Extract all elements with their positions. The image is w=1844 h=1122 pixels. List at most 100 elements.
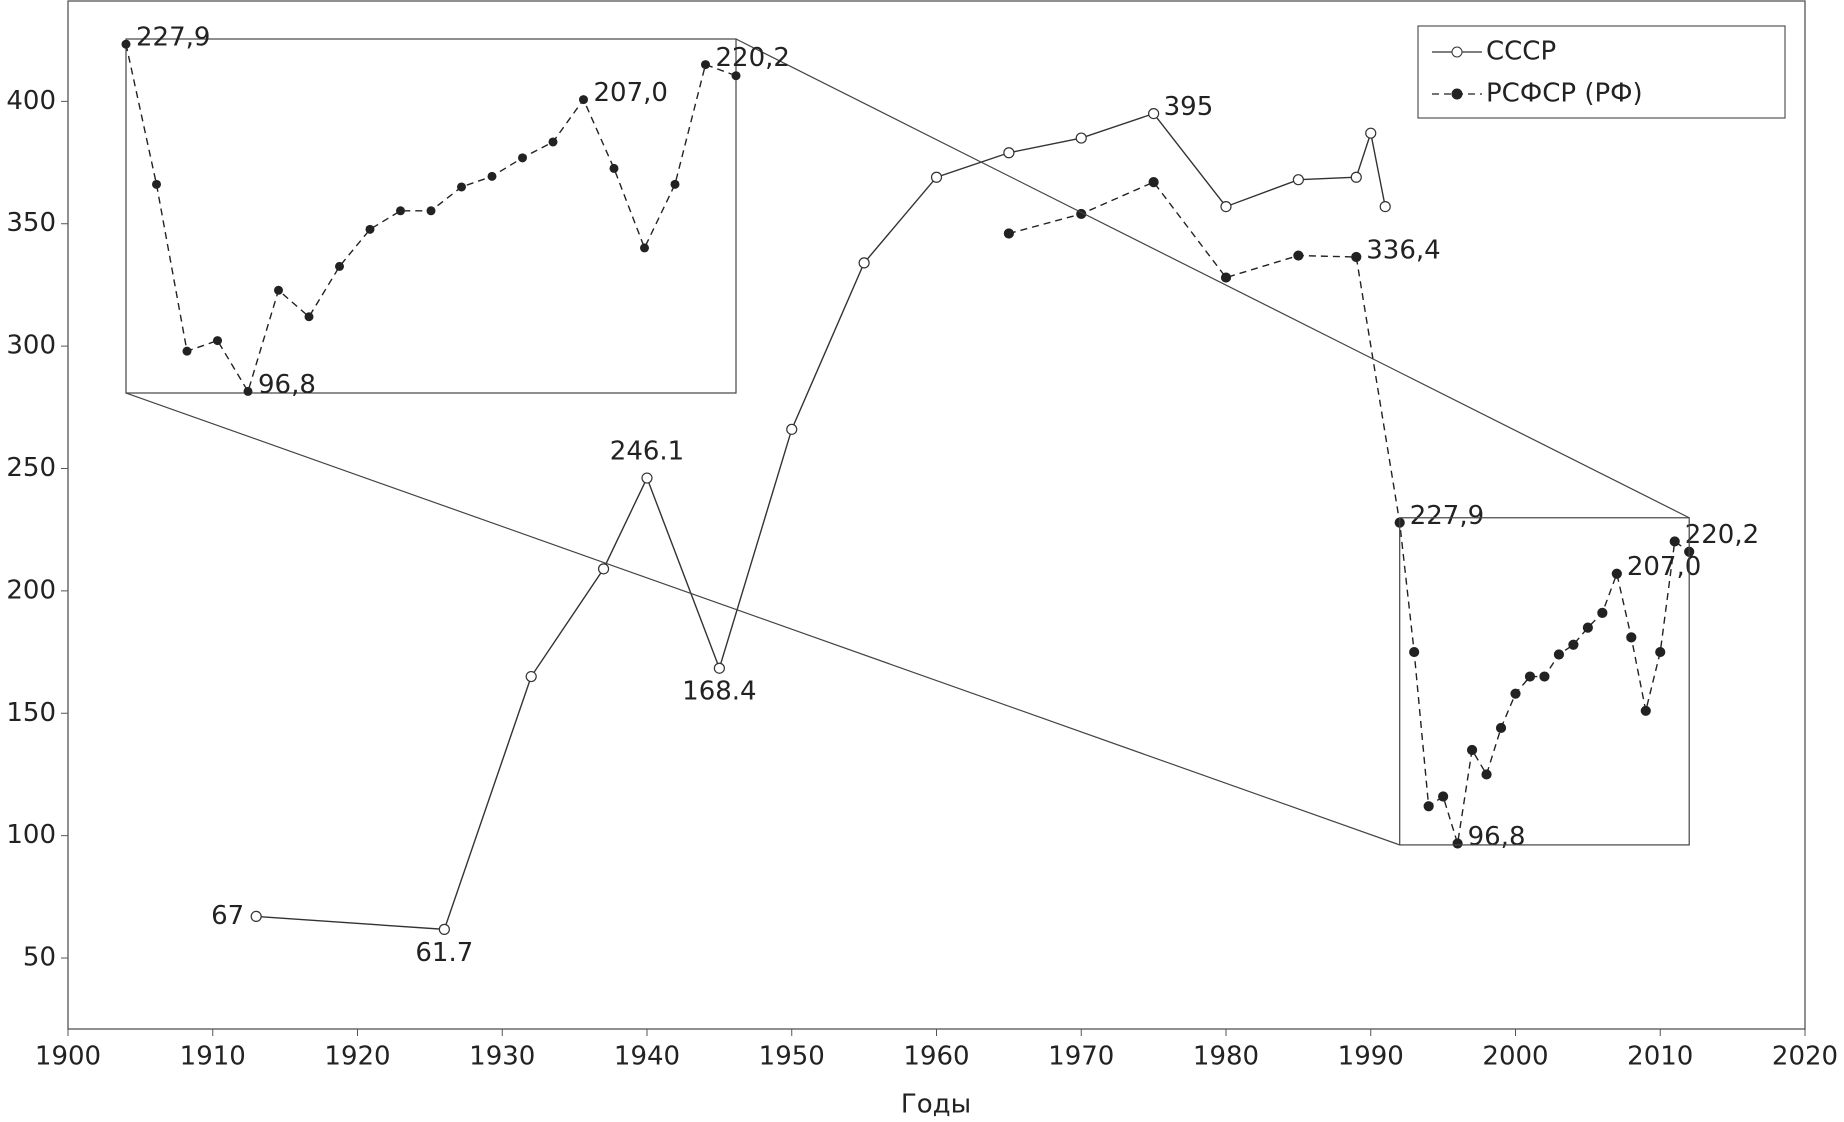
inset-point	[335, 261, 344, 271]
point	[1495, 722, 1507, 734]
point	[641, 472, 653, 484]
inset-point	[213, 336, 222, 346]
inset-point	[426, 206, 436, 216]
legend-label: СССР	[1486, 37, 1556, 67]
inset-data-label: 207,0	[594, 78, 668, 108]
point	[525, 670, 537, 683]
point	[1409, 646, 1420, 658]
point	[1626, 632, 1637, 643]
inset-point	[365, 224, 375, 234]
x-tick-label: 2000	[1482, 1042, 1548, 1072]
point	[1510, 688, 1521, 699]
inset-data-label: 96,8	[258, 370, 316, 400]
inset-point	[731, 71, 741, 81]
zoom-source-box	[1399, 517, 1690, 846]
inset-point	[121, 39, 131, 49]
inset-point	[487, 171, 497, 181]
point	[1148, 177, 1159, 188]
point	[438, 923, 450, 935]
point	[1292, 174, 1304, 186]
point	[1539, 671, 1550, 682]
data-label: 246.1	[610, 437, 684, 467]
plot-frame	[67, 0, 1806, 1030]
x-axis-label: Годы	[901, 1090, 971, 1120]
point	[1220, 272, 1232, 283]
inset-point	[518, 153, 527, 163]
x-tick-label: 1960	[903, 1042, 969, 1072]
x-tick-label: 2010	[1627, 1042, 1693, 1072]
point	[1611, 568, 1622, 579]
x-tick-label: 1920	[324, 1042, 390, 1072]
point	[1293, 250, 1304, 261]
inset-point	[579, 95, 588, 105]
legend-box	[1417, 25, 1786, 119]
x-tick-label: 1910	[180, 1042, 246, 1072]
y-tick-label: 100	[6, 820, 56, 850]
point	[1669, 536, 1680, 547]
point	[1438, 791, 1449, 802]
connector	[125, 392, 1400, 846]
legend-marker	[1451, 88, 1463, 100]
connector	[735, 38, 1690, 519]
inset-point	[182, 346, 192, 356]
point	[1423, 801, 1434, 812]
data-label: 96,8	[1468, 822, 1526, 852]
point	[1452, 838, 1463, 849]
point	[1655, 646, 1666, 658]
inset-point	[304, 312, 314, 322]
point	[1220, 201, 1232, 213]
inset-point	[396, 206, 405, 216]
point	[250, 910, 262, 923]
inset-point	[274, 285, 283, 295]
y-tick-label: 350	[6, 208, 56, 238]
data-label: 227,9	[1410, 501, 1484, 531]
inset-point	[701, 60, 710, 70]
inset-point	[152, 179, 161, 189]
inset-point	[670, 179, 680, 189]
inset-point	[457, 182, 466, 192]
point	[1466, 744, 1478, 756]
data-label: 168.4	[682, 677, 756, 707]
x-tick-label: 1900	[35, 1042, 101, 1072]
line	[1008, 181, 1690, 844]
point	[1075, 132, 1087, 144]
point	[1148, 107, 1160, 120]
point	[1365, 127, 1377, 139]
data-label: 336,4	[1366, 236, 1440, 266]
x-tick-label: 1930	[469, 1042, 535, 1072]
y-tick-label: 200	[6, 575, 56, 605]
point	[1568, 639, 1579, 650]
data-label: 67	[211, 901, 244, 931]
y-tick-label: 300	[6, 331, 56, 361]
x-tick-label: 2020	[1772, 1042, 1838, 1072]
y-tick-label: 150	[6, 698, 56, 728]
point	[1524, 671, 1536, 682]
point	[1553, 649, 1565, 660]
data-label: 395	[1164, 92, 1214, 122]
line	[256, 112, 1386, 931]
inset-point	[640, 243, 649, 253]
inset-data-label: 227,9	[136, 23, 210, 53]
x-tick-label: 1980	[1193, 1042, 1259, 1072]
inset-box	[125, 38, 737, 394]
x-tick-label: 1990	[1338, 1042, 1404, 1072]
data-label: 61.7	[415, 938, 473, 968]
y-tick-label: 400	[6, 86, 56, 116]
inset-point	[609, 163, 619, 173]
point	[930, 171, 943, 183]
point	[1481, 769, 1492, 780]
point	[597, 563, 610, 575]
inset-point	[243, 386, 253, 396]
point	[1640, 705, 1651, 716]
x-tick-label: 1950	[759, 1042, 825, 1072]
y-tick-label: 50	[23, 943, 56, 973]
legend-marker	[1451, 46, 1463, 58]
point	[1597, 607, 1608, 619]
point	[1351, 251, 1362, 263]
legend-label: РСФСР (РФ)	[1486, 79, 1643, 109]
point	[786, 423, 798, 435]
point	[1350, 171, 1362, 183]
point	[858, 257, 870, 269]
data-label: 207,0	[1627, 552, 1701, 582]
